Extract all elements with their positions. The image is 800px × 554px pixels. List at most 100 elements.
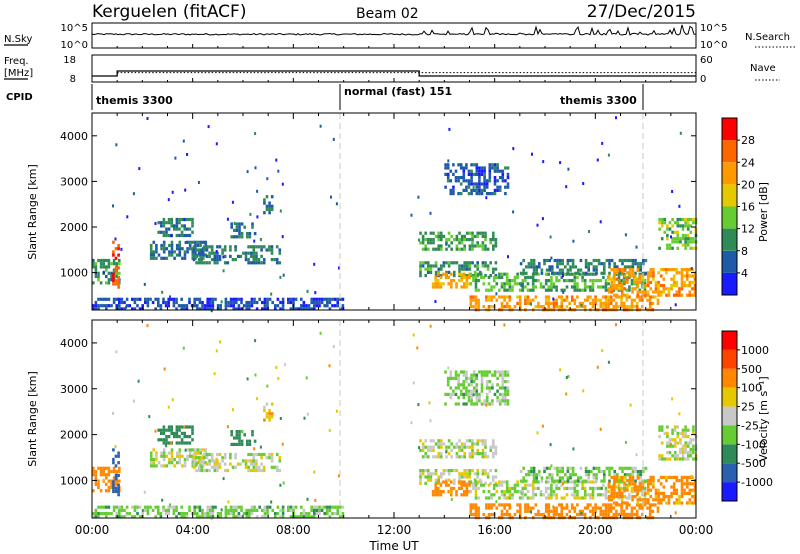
scatter-cell (494, 481, 498, 485)
colorbar-tick-label: 100 (741, 382, 762, 395)
scatter-cell (522, 466, 525, 470)
scatter-cell (418, 446, 421, 450)
scatter-cell (487, 282, 491, 286)
scatter-cell (555, 506, 558, 510)
scatter-cell (468, 261, 472, 265)
scatter-cell (470, 376, 473, 380)
scatter-cell (159, 307, 163, 311)
scatter-cell (532, 265, 536, 269)
scatter-cell (146, 300, 150, 305)
scatter-cell (249, 254, 253, 258)
scatter-cell (240, 505, 243, 509)
scatter-cell (604, 285, 608, 289)
scatter-cell (596, 506, 600, 510)
scatter-cell (115, 512, 118, 516)
scatter-cell (615, 116, 617, 120)
scatter-cell (444, 392, 447, 396)
scatter-cell (477, 272, 480, 276)
scatter-cell (607, 490, 610, 494)
scatter-cell (558, 258, 562, 263)
scatter-cell (460, 272, 463, 276)
scatter-cell (646, 506, 649, 510)
scatter-cell (477, 288, 480, 292)
scatter-cell (180, 425, 184, 429)
scatter-cell (270, 412, 274, 416)
scatter-cell (319, 124, 322, 128)
scatter-cell (218, 465, 222, 469)
scatter-cell (310, 307, 313, 311)
scatter-cell (672, 482, 676, 486)
scatter-cell (508, 282, 512, 286)
scatter-cell (504, 370, 507, 374)
scatter-cell (253, 439, 257, 443)
scatter-cell (686, 217, 690, 222)
scatter-cell (117, 451, 120, 455)
scatter-cell (565, 185, 568, 189)
scatter-cell (596, 158, 599, 162)
scatter-cell (447, 270, 451, 274)
scatter-cell (336, 300, 339, 305)
scatter-cell (213, 261, 217, 265)
scatter-cell (255, 261, 258, 265)
scatter-cell (427, 261, 430, 265)
scatter-cell (484, 247, 487, 251)
scatter-cell (589, 493, 592, 497)
scatter-cell (266, 304, 269, 308)
scatter-cell (255, 459, 258, 463)
scatter-cell (431, 285, 435, 289)
scatter-cell (199, 240, 202, 244)
scatter-cell (183, 233, 186, 238)
scatter-cell (651, 295, 655, 299)
scatter-cell (437, 272, 440, 276)
scatter-cell (658, 425, 661, 429)
scatter-cell (539, 490, 543, 494)
scatter-cell (671, 237, 674, 241)
scatter-cell (197, 468, 201, 473)
scatter-cell (463, 445, 466, 449)
scatter-cell (560, 298, 564, 302)
scatter-cell (131, 515, 134, 519)
scatter-cell (226, 261, 230, 265)
scatter-cell (684, 237, 687, 241)
scatter-cell (628, 503, 631, 507)
scatter-cell (658, 435, 661, 439)
scatter-cell (613, 284, 616, 288)
scatter-cell (465, 285, 469, 289)
scatter-cell (149, 451, 153, 455)
scatter-cell (173, 250, 176, 254)
scatter-cell (110, 271, 113, 275)
scatter-cell (221, 248, 224, 252)
time-axis: 00:00 04:00 08:00 12:00 16:00 20:00 00:00 (75, 44, 713, 537)
scatter-cell (191, 240, 195, 244)
scatter-cell (615, 323, 617, 327)
scatter-cell (488, 176, 492, 180)
scatter-cell (542, 493, 545, 497)
scatter-cell (662, 485, 666, 489)
scatter-cell (235, 430, 239, 434)
scatter-cell (648, 298, 652, 302)
scatter-cell (646, 271, 650, 275)
scatter-cell (571, 469, 575, 474)
scatter-cell (493, 192, 497, 196)
scatter-cell (596, 486, 600, 490)
scatter-cell (268, 248, 271, 252)
scatter-cell (478, 399, 481, 403)
scatter-cell (672, 293, 676, 297)
scatter-cell (566, 268, 570, 272)
scatter-cell (479, 244, 482, 248)
scatter-cell (216, 304, 220, 308)
scatter-cell (320, 297, 324, 301)
scatter-cell (165, 247, 169, 251)
scatter-cell (235, 436, 239, 440)
scatter-cell (568, 509, 571, 513)
scatter-cell (505, 509, 509, 513)
scatter-cell (628, 512, 631, 517)
scatter-cell (252, 468, 256, 473)
scatter-cell (454, 169, 458, 173)
scatter-cell (248, 442, 252, 446)
scatter-cell (591, 506, 595, 510)
scatter-cell (626, 501, 629, 505)
scatter-cell (434, 469, 438, 473)
scatter-cell (199, 448, 202, 452)
